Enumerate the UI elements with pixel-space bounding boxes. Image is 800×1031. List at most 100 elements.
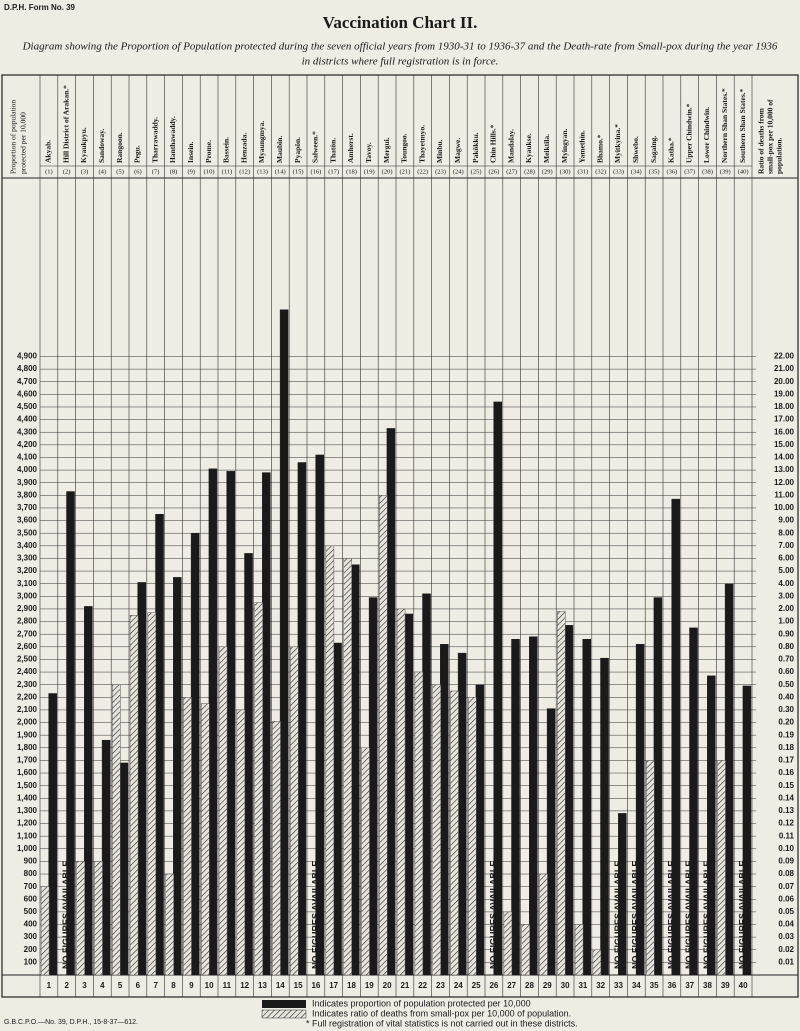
category-label: Meiktila. — [542, 134, 551, 163]
column-number: 26 — [489, 981, 498, 990]
category-code: (24) — [453, 168, 464, 175]
y-tick-label: 2,800 — [17, 617, 38, 626]
no-data-label: NO FIGURES AVAILABLE — [631, 861, 641, 969]
left-header: protected per 10,000 — [19, 112, 28, 174]
protection-bar — [119, 762, 129, 976]
y2-tick-label: 0.04 — [778, 920, 794, 929]
y2-tick-label: 12.00 — [774, 478, 795, 487]
y-tick-label: 200 — [24, 945, 38, 954]
protection-bar — [564, 625, 574, 976]
y-tick-label: 800 — [24, 869, 38, 878]
y-tick-label: 2,500 — [17, 655, 38, 664]
column-number: 33 — [614, 981, 623, 990]
y2-tick-label: 0.20 — [778, 718, 794, 727]
y-tick-label: 2,100 — [17, 705, 38, 714]
column-number: 6 — [136, 981, 141, 990]
category-code: (27) — [506, 168, 517, 175]
category-label: Kyaukpyu. — [79, 127, 88, 163]
y2-tick-label: 14.00 — [774, 453, 795, 462]
category-label: Kyaukse. — [524, 133, 533, 163]
protection-bar — [457, 652, 467, 976]
y2-tick-label: 1.00 — [778, 617, 794, 626]
death-rate-bar — [414, 671, 424, 976]
protection-bar — [226, 471, 235, 976]
category-code: (30) — [560, 168, 571, 175]
y2-tick-label: 0.08 — [778, 869, 794, 878]
category-label: Minbu. — [435, 139, 444, 163]
y2-tick-label: 0.60 — [778, 667, 794, 676]
category-code: (5) — [116, 168, 124, 175]
y2-tick-label: 0.19 — [778, 730, 794, 739]
column-number: 17 — [329, 981, 338, 990]
chart-subtitle: in districts where full registration is … — [302, 56, 499, 68]
column-number: 35 — [650, 981, 659, 990]
category-label: Yamethin. — [578, 130, 587, 163]
y-tick-label: 4,900 — [17, 352, 38, 361]
y-tick-label: 3,400 — [17, 541, 38, 550]
column-number: 2 — [64, 981, 69, 990]
death-rate-bar — [592, 949, 602, 976]
category-label: Pyapôn. — [293, 137, 302, 163]
category-label: Southern Shan States.* — [738, 88, 747, 163]
category-code: (12) — [239, 168, 250, 175]
protection-bar — [404, 613, 413, 976]
y-tick-label: 1,900 — [17, 730, 38, 739]
y2-tick-label: 0.50 — [778, 680, 794, 689]
category-label: Pakôkku. — [471, 132, 480, 163]
death-rate-bar — [361, 747, 370, 976]
category-code: (38) — [702, 168, 713, 175]
category-label: Northern Shan States.* — [720, 88, 729, 163]
category-code: (6) — [134, 168, 142, 175]
column-number: 7 — [153, 981, 158, 990]
y2-tick-label: 0.05 — [778, 907, 794, 916]
y-tick-label: 4,200 — [17, 440, 38, 449]
category-code: (20) — [382, 168, 393, 175]
death-rate-bar — [94, 861, 103, 976]
column-number: 12 — [240, 981, 249, 990]
protection-bar — [742, 685, 752, 976]
protection-bar — [297, 462, 307, 976]
y2-tick-label: 0.18 — [778, 743, 794, 752]
category-label: Upper Chindwin.* — [684, 103, 693, 163]
category-code: (29) — [542, 168, 553, 175]
death-rate-bar — [40, 886, 50, 976]
y2-tick-label: 0.90 — [778, 629, 794, 638]
category-label: Hanthawaddy. — [168, 116, 177, 163]
death-rate-bar — [183, 697, 192, 976]
death-rate-bar — [343, 558, 352, 976]
death-rate-bar — [290, 646, 299, 976]
protection-bar — [190, 532, 200, 976]
category-label: Mergui. — [382, 137, 391, 163]
category-code: (23) — [435, 168, 446, 175]
category-code: (4) — [99, 168, 107, 175]
protection-bar — [66, 491, 75, 976]
death-rate-bar — [646, 760, 655, 976]
column-number: 34 — [632, 981, 641, 990]
death-rate-bar — [201, 703, 210, 976]
no-data-label: NO FIGURES AVAILABLE — [737, 861, 747, 969]
protection-bar — [724, 583, 734, 976]
column-number: 27 — [507, 981, 516, 990]
category-code: (10) — [204, 168, 215, 175]
death-rate-bar — [325, 545, 335, 976]
column-number: 25 — [472, 981, 481, 990]
category-code: (16) — [310, 168, 321, 175]
death-rate-bar — [396, 608, 406, 976]
column-number: 37 — [685, 981, 694, 990]
y-tick-label: 3,200 — [17, 566, 38, 575]
category-code: (8) — [170, 168, 178, 175]
protection-bar — [351, 564, 360, 976]
column-number: 15 — [294, 981, 303, 990]
y2-tick-label: 21.00 — [774, 364, 795, 373]
death-rate-bar — [432, 684, 441, 976]
category-code: (17) — [328, 168, 339, 175]
protection-bar — [671, 498, 680, 976]
right-header: small-pox per 10,000 of — [766, 99, 775, 174]
no-data-label: NO FIGURES AVAILABLE — [684, 861, 694, 969]
y2-tick-label: 4.00 — [778, 579, 794, 588]
y2-tick-label: 3.00 — [778, 591, 794, 600]
no-data-label: NO FIGURES AVAILABLE — [702, 861, 712, 969]
death-rate-bar — [165, 873, 174, 976]
y-tick-label: 3,800 — [17, 490, 38, 499]
y-tick-label: 2,600 — [17, 642, 38, 651]
